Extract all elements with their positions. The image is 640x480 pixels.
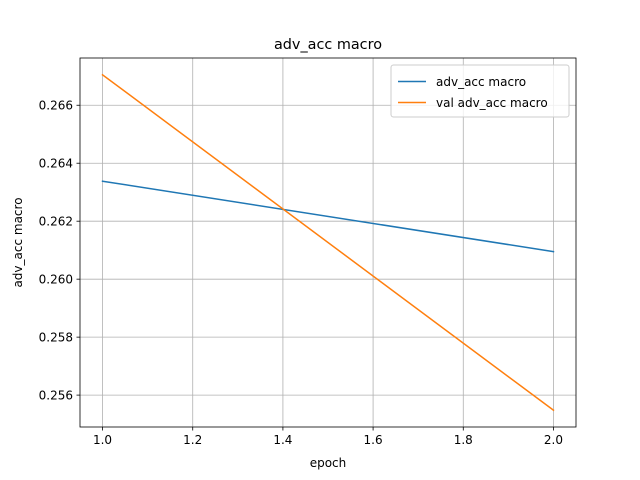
y-tick-label: 0.262 xyxy=(39,214,73,228)
plot-frame xyxy=(79,57,577,428)
y-tick-label: 0.260 xyxy=(39,272,73,286)
y-axis-label: adv_acc macro xyxy=(11,197,25,287)
y-tick-label: 0.266 xyxy=(39,99,73,113)
x-axis-ticks: 1.0 1.2 1.4 1.6 1.8 2.0 xyxy=(93,427,563,447)
y-tick-label: 0.258 xyxy=(39,330,73,344)
x-axis-label: epoch xyxy=(310,456,347,470)
x-tick-label: 1.6 xyxy=(364,433,383,447)
y-tick-label: 0.264 xyxy=(39,157,73,171)
legend-label: adv_acc macro xyxy=(436,75,526,89)
y-axis-ticks: 0.256 0.258 0.260 0.262 0.264 0.266 xyxy=(39,99,80,402)
legend-box xyxy=(390,64,570,118)
x-tick-label: 1.4 xyxy=(273,433,292,447)
grid-lines xyxy=(80,58,576,427)
chart-title: adv_acc macro xyxy=(274,37,382,53)
series-line-1 xyxy=(101,180,555,253)
x-tick-label: 1.8 xyxy=(454,433,473,447)
legend: adv_acc macro val adv_acc macro xyxy=(390,64,570,118)
legend-label: val adv_acc macro xyxy=(436,96,548,110)
x-tick-label: 1.0 xyxy=(93,433,112,447)
series-line-2 xyxy=(101,73,555,412)
series-lines xyxy=(101,73,555,412)
y-tick-label: 0.256 xyxy=(39,388,73,402)
x-tick-label: 2.0 xyxy=(544,433,563,447)
x-tick-label: 1.2 xyxy=(183,433,202,447)
